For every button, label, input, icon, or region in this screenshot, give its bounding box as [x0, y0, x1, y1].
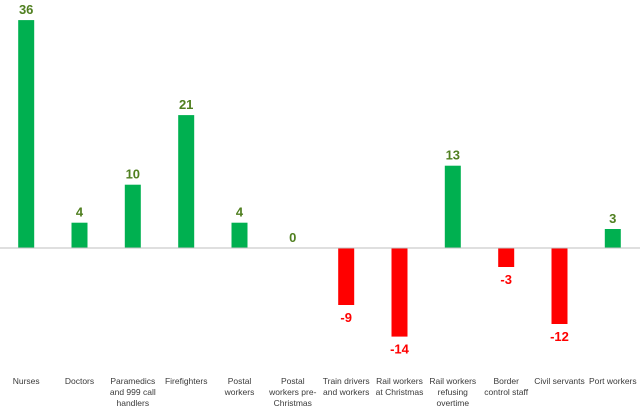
- bars-group: [18, 20, 621, 337]
- value-label-3: 21: [179, 97, 193, 112]
- category-label-6: Train drivers and workers: [323, 376, 370, 397]
- category-label-10: Civil servants: [534, 376, 585, 386]
- bar-6: [338, 248, 355, 305]
- category-label-9: Border control staff: [484, 376, 528, 397]
- value-labels-group: 36 4 10 21 4 0 -9 -14 13 -3 -12 3: [19, 2, 616, 357]
- category-labels-group: Nurses Doctors Paramedics and 999 call handl…: [13, 376, 637, 408]
- category-label-4: Postal workers: [224, 376, 255, 397]
- category-label-line: Train drivers: [323, 376, 370, 386]
- category-label-line: Postal: [228, 376, 252, 386]
- category-label-line: overtime: [437, 398, 470, 408]
- category-label-line: workers: [224, 387, 255, 397]
- bar-4: [231, 222, 248, 248]
- bar-8: [444, 165, 461, 248]
- value-label-7: -14: [390, 342, 410, 357]
- category-label-line: Civil servants: [534, 376, 585, 386]
- category-label-line: Rail workers: [376, 376, 423, 386]
- category-label-line: Postal: [281, 376, 305, 386]
- category-label-line: Nurses: [13, 376, 40, 386]
- value-label-8: 13: [446, 148, 460, 163]
- value-label-4: 4: [236, 205, 244, 220]
- bar-9: [498, 248, 515, 267]
- bar-11: [604, 229, 621, 248]
- category-label-line: handlers: [116, 398, 149, 408]
- category-label-line: and workers: [323, 387, 369, 397]
- bar-0: [18, 20, 35, 248]
- category-label-line: and 999 call: [110, 387, 156, 397]
- category-label-line: workers pre-: [268, 387, 316, 397]
- bar-1: [71, 222, 88, 248]
- value-label-11: 3: [609, 211, 616, 226]
- value-label-9: -3: [500, 272, 512, 287]
- category-label-line: Christmas: [274, 398, 312, 408]
- bar-10: [551, 248, 568, 324]
- value-label-5: 0: [289, 230, 296, 245]
- category-label-7: Rail workers at Christmas: [376, 376, 424, 397]
- category-label-line: refusing: [438, 387, 469, 397]
- category-label-1: Doctors: [65, 376, 94, 386]
- value-label-0: 36: [19, 2, 33, 17]
- category-label-line: Border: [493, 376, 519, 386]
- bar-3: [178, 115, 195, 248]
- category-label-2: Paramedics and 999 call handlers: [110, 376, 156, 408]
- category-label-line: Port workers: [589, 376, 637, 386]
- category-label-0: Nurses: [13, 376, 40, 386]
- category-label-line: control staff: [484, 387, 528, 397]
- category-label-3: Firefighters: [165, 376, 208, 386]
- value-label-6: -9: [340, 310, 352, 325]
- category-label-11: Port workers: [589, 376, 637, 386]
- value-label-1: 4: [76, 205, 84, 220]
- category-label-line: Doctors: [65, 376, 94, 386]
- bar-7: [391, 248, 408, 337]
- value-label-10: -12: [550, 329, 569, 344]
- category-label-line: Rail workers: [429, 376, 476, 386]
- value-label-2: 10: [126, 167, 140, 182]
- category-label-5: Postal workers pre-Christmas: [268, 376, 316, 408]
- bar-2: [124, 184, 141, 248]
- category-label-line: Paramedics: [110, 376, 155, 386]
- category-label-line: at Christmas: [376, 387, 424, 397]
- category-label-line: Firefighters: [165, 376, 208, 386]
- category-label-8: Rail workers refusing overtime: [429, 376, 476, 408]
